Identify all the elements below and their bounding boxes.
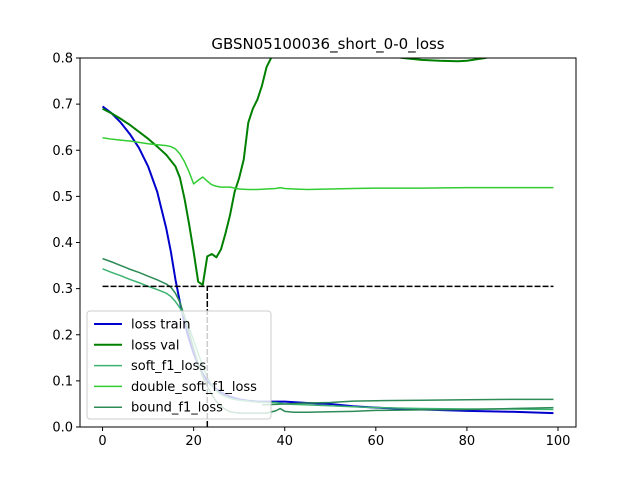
y-tick-label-0.7: 0.7: [52, 98, 73, 113]
y-tick-label-0.0: 0.0: [52, 421, 73, 436]
legend: loss train loss val soft_f1_loss double_sof…: [86, 310, 272, 420]
x-tick-label-80: 80: [459, 434, 476, 449]
legend-label-2: soft_f1_loss: [131, 359, 206, 374]
x-axis: 0 20 40 60 80 100: [98, 427, 570, 449]
reference-lines: [102, 285, 554, 427]
y-tick-label-0.6: 0.6: [52, 144, 73, 159]
series-line-1: [102, 58, 273, 286]
series-line-4: [102, 137, 554, 191]
legend-box: [86, 310, 272, 420]
x-tick-label-60: 60: [368, 434, 385, 449]
y-axis: 0.0 0.1 0.2 0.3 0.4 0.5 0.6 0.7 0.8: [52, 52, 80, 436]
y-tick-label-0.4: 0.4: [52, 236, 73, 251]
series-line-2: [395, 58, 490, 63]
y-tick-label-0.8: 0.8: [52, 52, 73, 67]
legend-label-3: double_soft_f1_loss: [131, 380, 257, 395]
y-tick-label-0.5: 0.5: [52, 190, 73, 205]
legend-label-0: loss train: [131, 318, 191, 333]
x-tick-label-20: 20: [185, 434, 202, 449]
x-tick-label-100: 100: [546, 434, 571, 449]
x-tick-label-40: 40: [276, 434, 293, 449]
legend-label-1: loss val: [131, 338, 180, 353]
x-tick-label-0: 0: [98, 434, 106, 449]
chart-title: GBSN05100036_short_0-0_loss: [211, 35, 444, 54]
y-tick-label-0.3: 0.3: [52, 282, 73, 297]
legend-label-4: bound_f1_loss: [131, 401, 223, 416]
y-tick-label-0.1: 0.1: [52, 374, 73, 389]
y-tick-label-0.2: 0.2: [52, 328, 73, 343]
series-line-6: [261, 398, 554, 406]
